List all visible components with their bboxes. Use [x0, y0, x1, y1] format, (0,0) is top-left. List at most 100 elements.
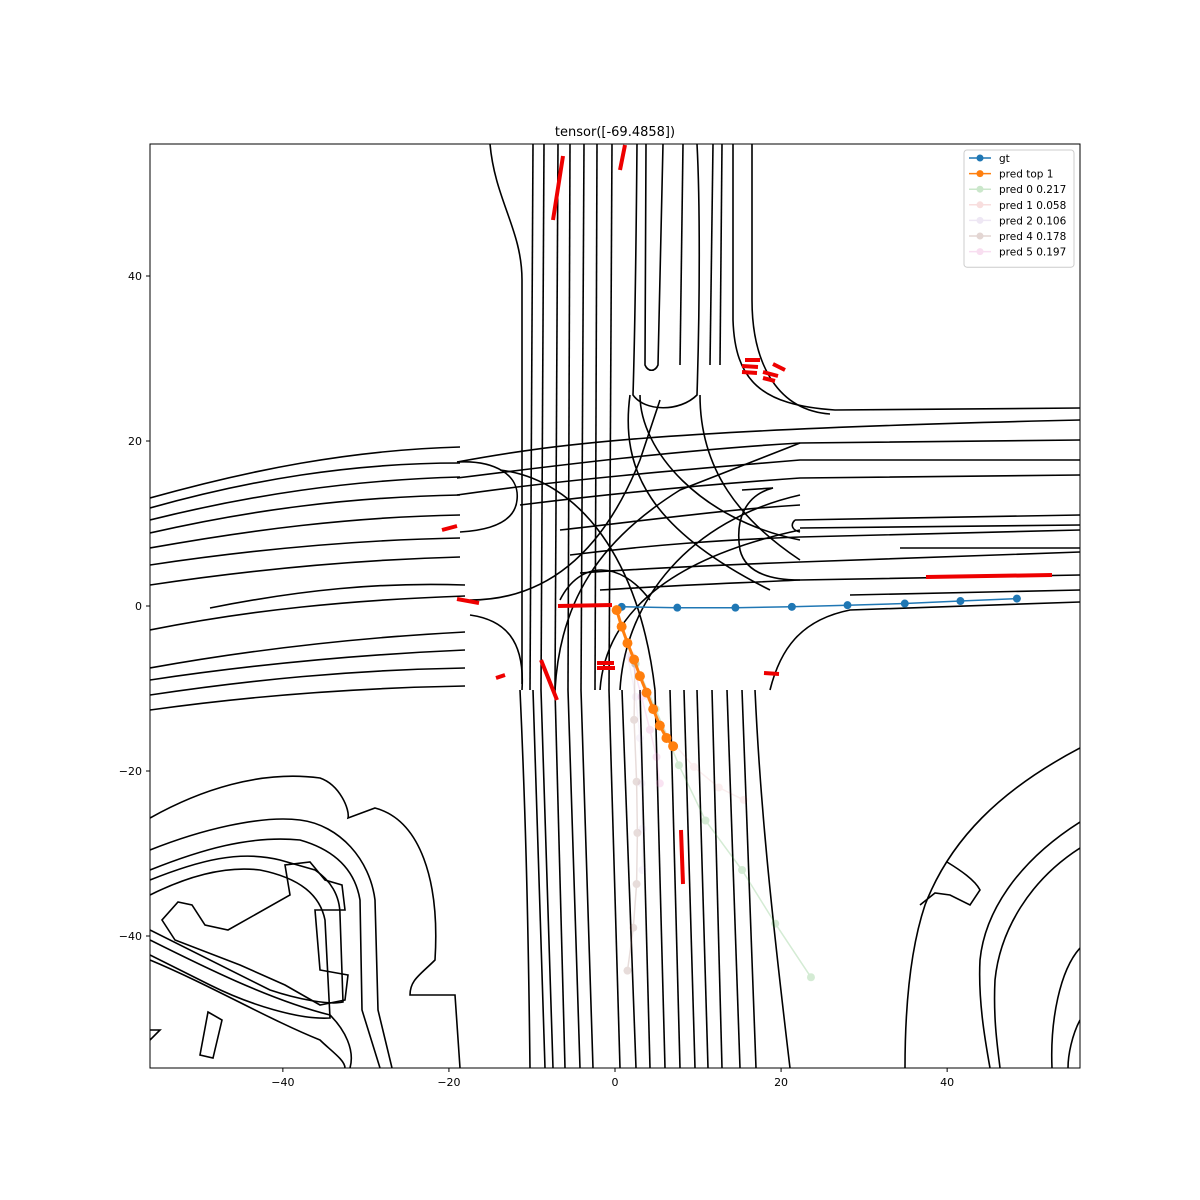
obstacle-segment	[772, 362, 786, 372]
series-pred-top-1	[611, 605, 679, 752]
road-line	[919, 861, 981, 907]
road-line	[150, 595, 466, 631]
road-line	[532, 689, 546, 1068]
x-tick-label: 20	[774, 1076, 788, 1089]
road-line	[594, 144, 598, 691]
chart-title: tensor([-69.4858])	[555, 125, 675, 140]
road-line	[469, 614, 524, 691]
obstacle-segment	[456, 597, 480, 605]
data-point	[689, 762, 698, 771]
legend-label: pred 1 0.058	[999, 200, 1066, 212]
obstacle-segment	[925, 573, 1053, 579]
data-point	[611, 605, 622, 616]
road-line	[794, 514, 1080, 521]
road-line	[639, 689, 651, 1068]
legend-label: pred 2 0.106	[999, 215, 1067, 227]
road-line	[978, 821, 1080, 1068]
data-point	[731, 603, 740, 612]
road-line	[150, 868, 331, 1019]
road-line	[456, 439, 1080, 479]
axes-ticks: −40 −20 0 20 40 −40 −20 0 20 40	[119, 270, 954, 1089]
obstacle-segment	[441, 524, 458, 532]
series-line	[615, 609, 675, 748]
data-point	[806, 973, 815, 982]
data-point	[787, 602, 796, 611]
legend-entry	[969, 170, 991, 178]
obstacle-segment	[679, 829, 685, 885]
road-line	[726, 689, 741, 1068]
data-point	[738, 866, 747, 874]
road-line	[150, 556, 461, 586]
legend-entry	[969, 201, 991, 209]
data-point	[739, 795, 748, 804]
y-tick-label: 0	[135, 600, 142, 613]
x-tick-label: −20	[437, 1076, 460, 1089]
x-tick-label: 0	[612, 1076, 619, 1089]
road-line	[150, 818, 393, 1068]
road-line	[608, 144, 613, 691]
road-line	[1050, 947, 1080, 1068]
data-point	[638, 824, 647, 833]
road-line	[627, 394, 771, 591]
road-line	[489, 144, 523, 684]
data-point	[635, 734, 644, 742]
prediction-series	[611, 594, 1021, 982]
data-point	[771, 919, 780, 928]
road-line	[150, 959, 346, 1068]
road-line	[741, 689, 757, 1068]
series-line	[630, 659, 661, 784]
road-line	[150, 939, 352, 1068]
obstacle-segment	[741, 370, 758, 375]
data-point	[648, 704, 659, 715]
legend-entry	[969, 216, 991, 224]
data-point	[630, 715, 639, 724]
legend-label: pred 4 0.178	[999, 231, 1066, 243]
legend-entry	[969, 154, 991, 162]
legend-label: pred 5 0.197	[999, 247, 1066, 259]
data-point	[654, 720, 665, 731]
data-point	[616, 621, 627, 632]
road-line	[791, 519, 801, 533]
legend-marker	[976, 248, 984, 256]
road-line	[554, 442, 801, 691]
road-line	[554, 144, 559, 691]
legend: gt pred top 1 pred 0 0.217 pred 1 0.058 pred…	[963, 149, 1075, 268]
data-point	[674, 761, 683, 770]
road-line	[719, 144, 723, 366]
road-line	[608, 689, 621, 1068]
obstacle-segment	[551, 155, 565, 221]
data-point	[661, 733, 672, 743]
series-pred-4-0-178	[623, 659, 642, 975]
series-line	[626, 655, 644, 870]
road-line	[669, 689, 681, 1068]
obstacle-segment	[762, 370, 779, 378]
road-line	[199, 1010, 223, 1059]
legend-box	[963, 149, 1075, 268]
x-tick-label: −40	[271, 1076, 294, 1089]
legend-marker	[976, 185, 984, 193]
series-gt	[617, 594, 1021, 612]
road-line	[150, 476, 461, 521]
obstacle-segment	[741, 364, 759, 369]
legend-marker	[976, 232, 984, 240]
data-point	[632, 777, 641, 786]
road-line	[619, 494, 801, 691]
obstacle-segment	[618, 144, 627, 171]
road-line	[559, 569, 651, 601]
road-line	[456, 419, 1080, 463]
data-point	[623, 651, 632, 660]
obstacle-markers	[441, 144, 1053, 885]
legend-entry	[969, 185, 991, 193]
road-line	[469, 399, 661, 601]
data-point	[632, 880, 641, 889]
road-line	[569, 529, 1080, 556]
road-line	[540, 144, 545, 691]
road-line	[499, 469, 656, 691]
road-map-lines	[150, 144, 1080, 1068]
data-point	[655, 779, 664, 788]
data-point	[900, 599, 909, 608]
y-tick-label: −20	[119, 765, 142, 778]
road-line	[754, 689, 791, 1068]
y-tick-label: 20	[128, 435, 142, 448]
